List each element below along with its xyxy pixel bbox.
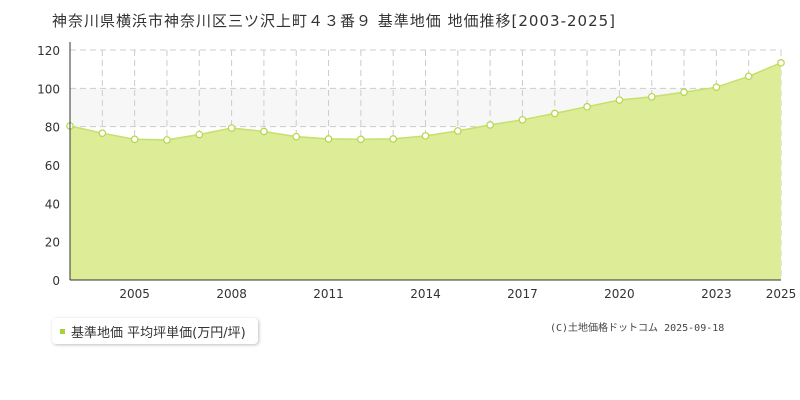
data-point (195, 130, 204, 139)
data-point (777, 59, 785, 67)
x-tick-label: 2014 (410, 287, 441, 300)
data-point (486, 121, 494, 129)
chart-title: 神奈川県横浜市神奈川区三ツ沢上町４３番９ 基準地価 地価推移[2003-2025… (52, 12, 617, 30)
x-tick-label: 2025 (766, 287, 797, 300)
data-point (647, 92, 656, 101)
legend-swatch (60, 328, 65, 334)
legend: 基準地価 平均坪単価(万円/坪) (52, 318, 258, 344)
chart-area: 0 20 40 60 80 100 120 2005 2008 2011 2014 2017 2020… (37, 42, 797, 300)
data-point (163, 136, 171, 144)
data-point (227, 124, 236, 132)
data-point (615, 96, 624, 104)
data-point (680, 88, 688, 96)
data-point (421, 132, 430, 140)
y-tick-label: 80 (45, 121, 60, 135)
legend-label: 基準地価 平均坪単価(万円/坪) (71, 325, 246, 341)
data-point (292, 132, 301, 141)
x-tick-label: 2005 (119, 287, 150, 300)
data-point (260, 127, 268, 136)
x-tick-label: 2020 (604, 287, 635, 300)
data-point (550, 109, 559, 118)
data-point (357, 135, 365, 144)
data-point (518, 115, 527, 124)
y-tick-label: 60 (45, 159, 60, 173)
data-point (324, 135, 333, 143)
y-tick-label: 0 (52, 274, 60, 288)
area-fill (70, 62, 781, 280)
y-tick-label: 40 (45, 197, 60, 211)
x-tick-label: 2017 (507, 287, 538, 300)
y-tick-label: 100 (37, 82, 60, 96)
data-point (712, 83, 721, 91)
data-point (744, 72, 753, 81)
data-point (130, 135, 139, 144)
x-tick-label: 2008 (216, 287, 247, 300)
data-point (389, 135, 397, 143)
y-tick-label: 20 (45, 236, 60, 250)
credit-text: (C)土地価格ドットコム 2025-09-18 (550, 323, 725, 334)
y-tick-label: 120 (37, 44, 60, 58)
data-point (454, 127, 462, 135)
data-point (98, 129, 107, 137)
x-tick-label: 2011 (313, 287, 344, 300)
data-point (583, 102, 591, 111)
x-tick-label: 2023 (701, 287, 732, 300)
